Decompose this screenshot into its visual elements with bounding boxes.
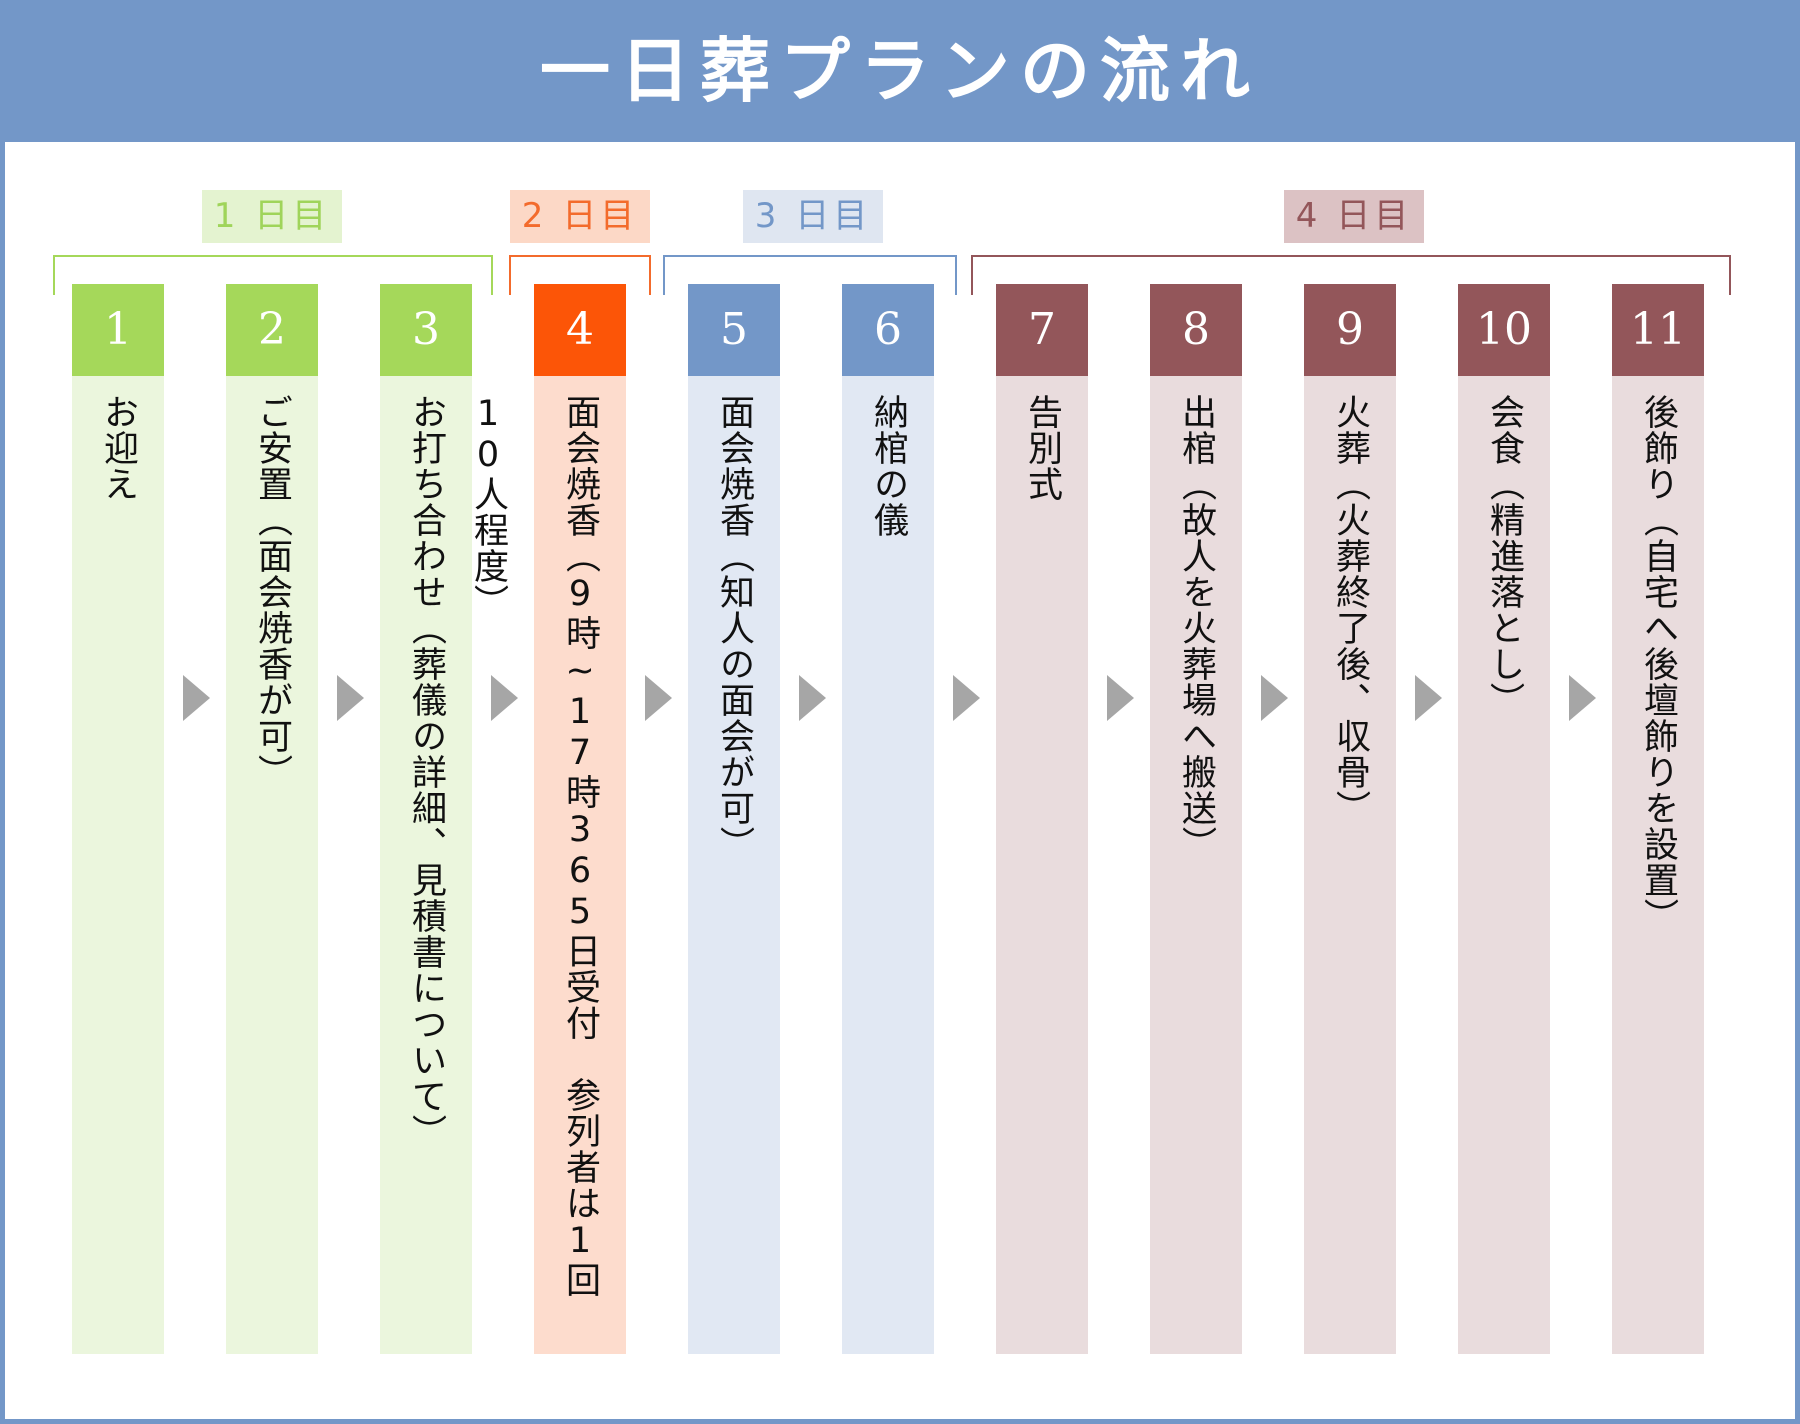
arrow-right-icon — [799, 675, 826, 721]
step-number: 2 — [226, 284, 318, 376]
step-number: 10 — [1458, 284, 1550, 376]
step-number: 8 — [1150, 284, 1242, 376]
day-bracket-4 — [971, 255, 1731, 295]
step-body: 後飾り（自宅へ後壇飾りを設置） — [1612, 376, 1704, 1354]
step-9: 9 火葬（火葬終了後、収骨） — [1304, 284, 1396, 1354]
arrow-right-icon — [491, 675, 518, 721]
page-title: 一日葬プランの流れ — [540, 29, 1260, 112]
step-description: 会食（精進落とし） — [1484, 394, 1524, 718]
step-body: お打ち合わせ（葬儀の詳細、見積書について） — [380, 376, 472, 1354]
step-number: 11 — [1612, 284, 1704, 376]
step-body: 火葬（火葬終了後、収骨） — [1304, 376, 1396, 1354]
step-8: 8 出棺（故人を火葬場へ搬送） — [1150, 284, 1242, 1354]
step-number: 5 — [688, 284, 780, 376]
step-description: お打ち合わせ（葬儀の詳細、見積書について） — [406, 394, 446, 1150]
step-body: 面会焼香（知人の面会が可） — [688, 376, 780, 1354]
step-5: 5 面会焼香（知人の面会が可） — [688, 284, 780, 1354]
step-description: お迎え — [98, 394, 138, 502]
step-body: 納棺の儀 — [842, 376, 934, 1354]
step-number: 6 — [842, 284, 934, 376]
step-number: 4 — [534, 284, 626, 376]
step-number: 3 — [380, 284, 472, 376]
arrow-right-icon — [1261, 675, 1288, 721]
step-body: ご安置（面会焼香が可） — [226, 376, 318, 1354]
step-description: 出棺（故人を火葬場へ搬送） — [1176, 394, 1216, 862]
day-bracket-1 — [53, 255, 493, 295]
step-body: 会食（精進落とし） — [1458, 376, 1550, 1354]
day-label-4: 4 日目 — [1284, 190, 1424, 243]
arrow-right-icon — [1569, 675, 1596, 721]
step-6: 6 納棺の儀 — [842, 284, 934, 1354]
title-banner: 一日葬プランの流れ — [0, 0, 1800, 142]
step-description: 後飾り（自宅へ後壇飾りを設置） — [1638, 394, 1678, 934]
step-3: 3 お打ち合わせ（葬儀の詳細、見積書について） — [380, 284, 472, 1354]
step-description: 火葬（火葬終了後、収骨） — [1330, 394, 1370, 826]
step-body: 面会焼香（9時~17時365日受付 参列者は1回10人程度） — [468, 376, 626, 1354]
step-description: ご安置（面会焼香が可） — [252, 394, 292, 790]
step-1: 1 お迎え — [72, 284, 164, 1354]
arrow-right-icon — [1107, 675, 1134, 721]
step-body: 告別式 — [996, 376, 1088, 1354]
step-number: 9 — [1304, 284, 1396, 376]
step-description: 告別式 — [1022, 394, 1062, 502]
arrow-right-icon — [1415, 675, 1442, 721]
day-label-3: 3 日目 — [743, 190, 883, 243]
step-10: 10 会食（精進落とし） — [1458, 284, 1550, 1354]
step-body: お迎え — [72, 376, 164, 1354]
step-body: 出棺（故人を火葬場へ搬送） — [1150, 376, 1242, 1354]
step-number: 1 — [72, 284, 164, 376]
arrow-right-icon — [953, 675, 980, 721]
step-7: 7 告別式 — [996, 284, 1088, 1354]
day-label-2: 2 日目 — [510, 190, 650, 243]
arrow-right-icon — [183, 675, 210, 721]
step-number: 7 — [996, 284, 1088, 376]
step-11: 11 後飾り（自宅へ後壇飾りを設置） — [1612, 284, 1704, 1354]
step-2: 2 ご安置（面会焼香が可） — [226, 284, 318, 1354]
day-label-1: 1 日目 — [202, 190, 342, 243]
step-description: 納棺の儀 — [868, 394, 908, 538]
step-4: 4 面会焼香（9時~17時365日受付 参列者は1回10人程度） — [468, 284, 626, 1354]
day-bracket-3 — [663, 255, 957, 295]
day-bracket-2 — [509, 255, 651, 295]
step-description: 面会焼香（9時~17時365日受付 参列者は1回10人程度） — [468, 394, 600, 1298]
step-description: 面会焼香（知人の面会が可） — [714, 394, 754, 862]
arrow-right-icon — [645, 675, 672, 721]
arrow-right-icon — [337, 675, 364, 721]
